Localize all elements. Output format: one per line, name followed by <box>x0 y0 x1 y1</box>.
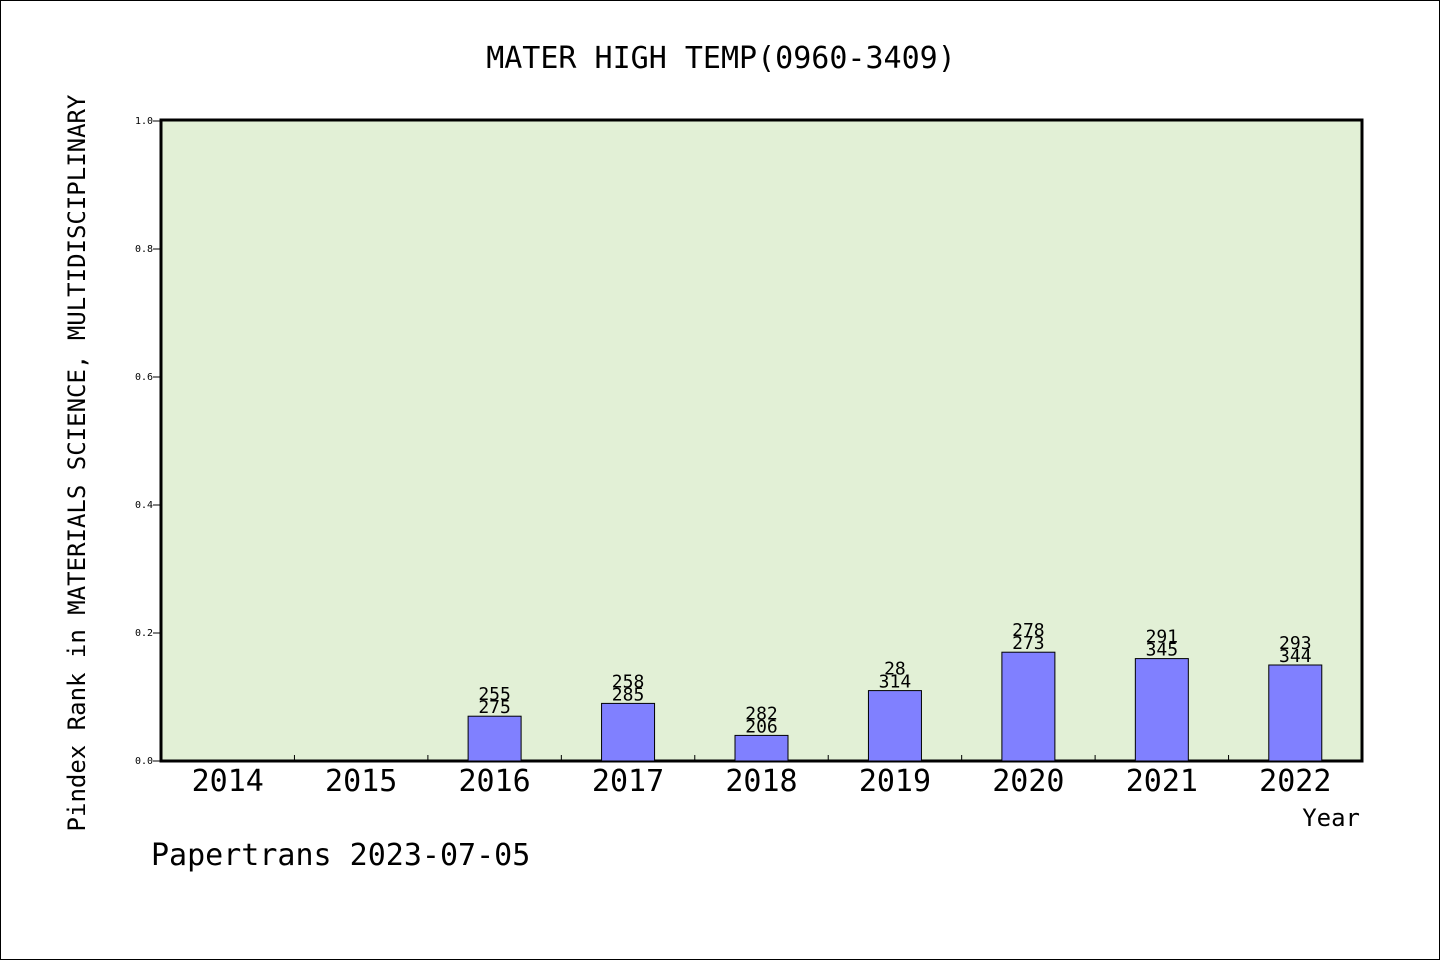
y-axis-label: Pindex Rank in MATERIALS SCIENCE, MULTID… <box>63 94 91 831</box>
x-tick-label: 2020 <box>992 764 1064 799</box>
y-axis-ticks: 0.0 0.2 0.4 0.6 0.8 1.0 <box>135 116 161 767</box>
bars-layer <box>467 651 1323 762</box>
bar-2019 <box>867 690 922 762</box>
bar-label-top: 293 <box>1279 633 1312 654</box>
x-tick-label: 2022 <box>1259 764 1331 799</box>
x-tick-label: 2021 <box>1126 764 1198 799</box>
bar-label-bottom: 345 <box>1146 640 1179 661</box>
bar-label-top: 255 <box>478 684 511 705</box>
x-tick-label: 2015 <box>325 764 397 799</box>
bar-label-bottom: 275 <box>478 697 511 718</box>
bar-label-bottom: 314 <box>879 672 912 693</box>
y-tick-label: 0.8 <box>135 244 153 255</box>
y-tick-label: 0.6 <box>135 372 153 383</box>
x-tick-label: 2014 <box>192 764 264 799</box>
x-tick-label: 2018 <box>725 764 797 799</box>
plot-area <box>159 118 1364 763</box>
y-tick-label: 1.0 <box>135 116 153 127</box>
bar-label-top: 282 <box>745 703 778 724</box>
y-tick-label: 0.0 <box>135 756 153 767</box>
bar-2018 <box>734 734 789 762</box>
bar-label-top: 278 <box>1012 620 1045 641</box>
bar-label-bottom: 344 <box>1279 646 1312 667</box>
x-tick-label: 2017 <box>592 764 664 799</box>
y-tick-label: 0.4 <box>135 500 153 511</box>
bar-label-top: 291 <box>1146 627 1179 648</box>
bar-2022 <box>1268 664 1323 762</box>
bar-label-top: 258 <box>612 671 645 692</box>
bar-2021 <box>1134 658 1189 762</box>
x-axis-label: Year <box>1302 804 1360 832</box>
chart-title: MATER HIGH TEMP(0960-3409) <box>486 41 956 76</box>
bar-2017 <box>601 702 656 762</box>
bar-label-bottom: 285 <box>612 684 645 705</box>
bar-2020 <box>1001 651 1056 762</box>
x-tick-label: 2016 <box>458 764 530 799</box>
x-tick-label: 2019 <box>859 764 931 799</box>
footer-credit: Papertrans 2023-07-05 <box>151 838 530 873</box>
y-tick-label: 0.2 <box>135 628 153 639</box>
bar-label-bottom: 206 <box>745 716 778 737</box>
bar-2016 <box>467 715 522 762</box>
bar-label-top: 28 <box>884 659 906 680</box>
bar-label-bottom: 273 <box>1012 633 1045 654</box>
x-axis-ticks: 2014 2015 2016 2017 2018 2019 2020 2021 2022 <box>192 755 1331 799</box>
